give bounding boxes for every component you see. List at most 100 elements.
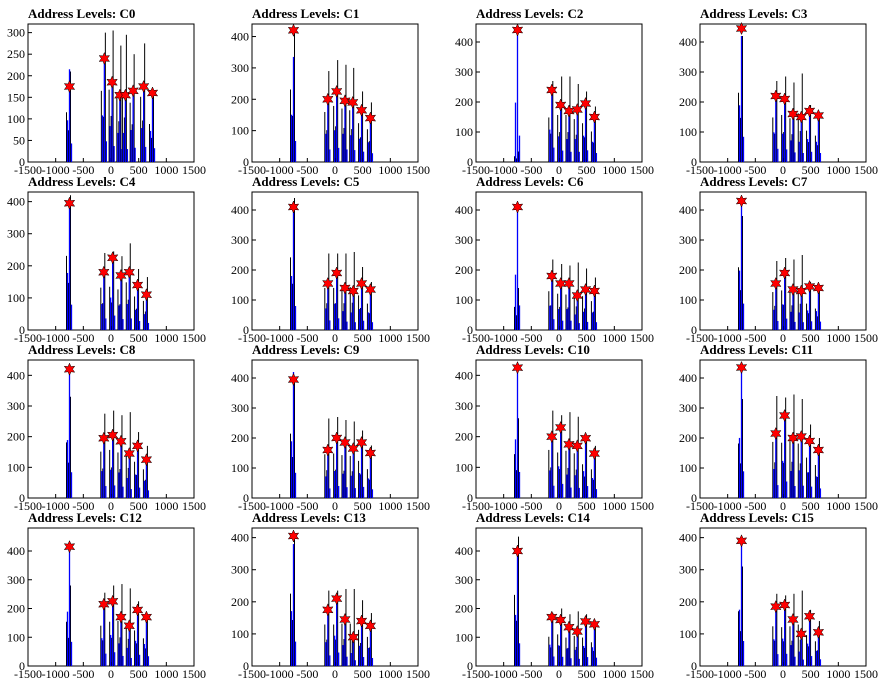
peak-star-marker [98, 265, 110, 279]
x-tick-label: -1000 [266, 499, 294, 513]
x-tick-label: -1500 [238, 331, 266, 345]
x-tick-label: 1500 [630, 667, 654, 681]
x-tick-label: 1500 [854, 667, 878, 681]
y-tick-label: 300 [679, 233, 697, 247]
x-tick-label: 0 [332, 331, 338, 345]
chart-panel-3: Address Levels: C3 0 100 200 300 400 -1500 -100… [679, 6, 878, 180]
x-tick-label: -500 [744, 331, 766, 345]
chart-panel-0: Address Levels: C0 0 50 100 150 200 250 300 -150… [7, 6, 206, 180]
x-tick-label: 1500 [630, 331, 654, 345]
peak-star-marker [98, 51, 111, 66]
x-tick-label: -1500 [686, 331, 714, 345]
y-tick-label: 300 [7, 399, 25, 413]
peak-star-marker [787, 107, 799, 121]
peak-star-marker [511, 361, 524, 375]
y-tick-label: 0 [691, 659, 697, 673]
y-tick-label: 0 [467, 155, 473, 169]
peak-star-marker [115, 268, 127, 283]
peak-star-marker [131, 439, 144, 453]
x-tick-label: 1000 [154, 163, 178, 177]
chart-svg: 0 100 200 300 400 -1500 -1000 -500 0 500 1000 1500 [455, 23, 654, 177]
chart-title: Address Levels: C10 [476, 342, 590, 357]
y-tick-label: 400 [7, 544, 25, 558]
x-tick-label: -1000 [42, 667, 70, 681]
chart-svg: 0 100 200 300 400 -1500 -1000 -500 0 500 1000 1500 [679, 191, 878, 345]
y-tick-label: 200 [679, 263, 697, 277]
x-tick-label: -1500 [462, 499, 490, 513]
peak-star-marker [106, 75, 118, 89]
x-tick-label: 500 [130, 331, 148, 345]
chart-svg: 0 100 200 300 400 -1500 -1000 -500 0 500 1000 1500 [455, 191, 654, 345]
peak-star-marker [364, 619, 377, 633]
peak-star-marker [355, 614, 368, 628]
chart-panel-7: Address Levels: C7 0 100 200 300 400 -1500 -100… [679, 174, 878, 348]
y-tick-label: 200 [455, 95, 473, 109]
peak-star-marker [63, 540, 76, 554]
x-tick-label: -1500 [238, 163, 266, 177]
chart-title: Address Levels: C12 [28, 510, 142, 525]
peak-star-marker [287, 372, 300, 387]
peak-star-marker [554, 98, 567, 112]
peak-star-marker [735, 21, 748, 36]
y-tick-label: 0 [19, 491, 25, 505]
y-tick-label: 200 [7, 259, 25, 273]
peak-star-marker [571, 288, 583, 303]
peak-star-marker [787, 612, 799, 627]
y-tick-label: 0 [19, 323, 25, 337]
peak-star-marker [511, 23, 524, 37]
y-tick-label: 200 [231, 431, 249, 445]
x-tick-label: 1000 [378, 331, 402, 345]
chart-svg: 0 100 200 300 400 -1500 -1000 -500 0 500 1000 1500 [679, 527, 878, 681]
x-tick-label: 1000 [378, 499, 402, 513]
chart-title: Address Levels: C3 [700, 6, 808, 21]
x-tick-label: 0 [108, 667, 114, 681]
y-tick-label: 100 [455, 460, 473, 474]
x-tick-label: 0 [780, 163, 786, 177]
y-tick-label: 200 [231, 263, 249, 277]
y-tick-label: 100 [455, 125, 473, 139]
x-tick-label: 1000 [826, 667, 850, 681]
x-tick-label: -1500 [462, 163, 490, 177]
x-tick-label: -1000 [42, 331, 70, 345]
peak-star-marker [778, 598, 791, 612]
x-tick-label: -1000 [266, 667, 294, 681]
chart-svg: 0 100 200 300 400 -1500 -1000 -500 0 500 1000 1500 [455, 359, 654, 513]
x-tick-label: 1000 [378, 163, 402, 177]
chart-panel-9: Address Levels: C9 0 100 200 300 400 -1500 -100… [231, 342, 430, 516]
y-tick-label: 0 [467, 491, 473, 505]
peak-star-marker [106, 251, 119, 265]
y-tick-label: 100 [231, 293, 249, 307]
y-tick-label: 300 [455, 399, 473, 413]
y-tick-label: 400 [455, 544, 473, 558]
peak-star-marker [579, 431, 592, 445]
y-tick-label: 400 [679, 531, 697, 545]
x-tick-label: -500 [520, 163, 542, 177]
y-tick-label: 300 [7, 227, 25, 241]
x-tick-label: -1000 [714, 667, 742, 681]
x-tick-label: 1000 [378, 667, 402, 681]
x-tick-label: 500 [130, 163, 148, 177]
peak-star-marker [778, 408, 791, 423]
x-tick-label: -1500 [462, 331, 490, 345]
y-tick-label: 400 [231, 30, 249, 44]
x-tick-label: 0 [556, 667, 562, 681]
x-tick-label: 500 [802, 163, 820, 177]
x-tick-label: 500 [354, 667, 372, 681]
x-tick-label: -1000 [714, 163, 742, 177]
chart-title: Address Levels: C2 [476, 6, 584, 21]
x-tick-label: -500 [296, 163, 318, 177]
y-tick-label: 300 [231, 61, 249, 75]
peak-star-marker [735, 534, 748, 548]
peak-star-marker [131, 603, 144, 617]
x-tick-label: -1000 [490, 163, 518, 177]
x-tick-label: 1500 [406, 331, 430, 345]
x-tick-label: -1000 [714, 499, 742, 513]
peak-star-marker [579, 96, 592, 111]
y-tick-label: 300 [7, 26, 25, 40]
peak-star-marker [588, 446, 601, 461]
x-tick-label: 1000 [602, 331, 626, 345]
chart-panel-15: Address Levels: C15 0 100 200 300 400 -1500 -10… [679, 510, 878, 684]
chart-title: Address Levels: C14 [476, 510, 590, 525]
peak-star-marker [588, 110, 601, 124]
peak-star-marker [115, 434, 127, 448]
